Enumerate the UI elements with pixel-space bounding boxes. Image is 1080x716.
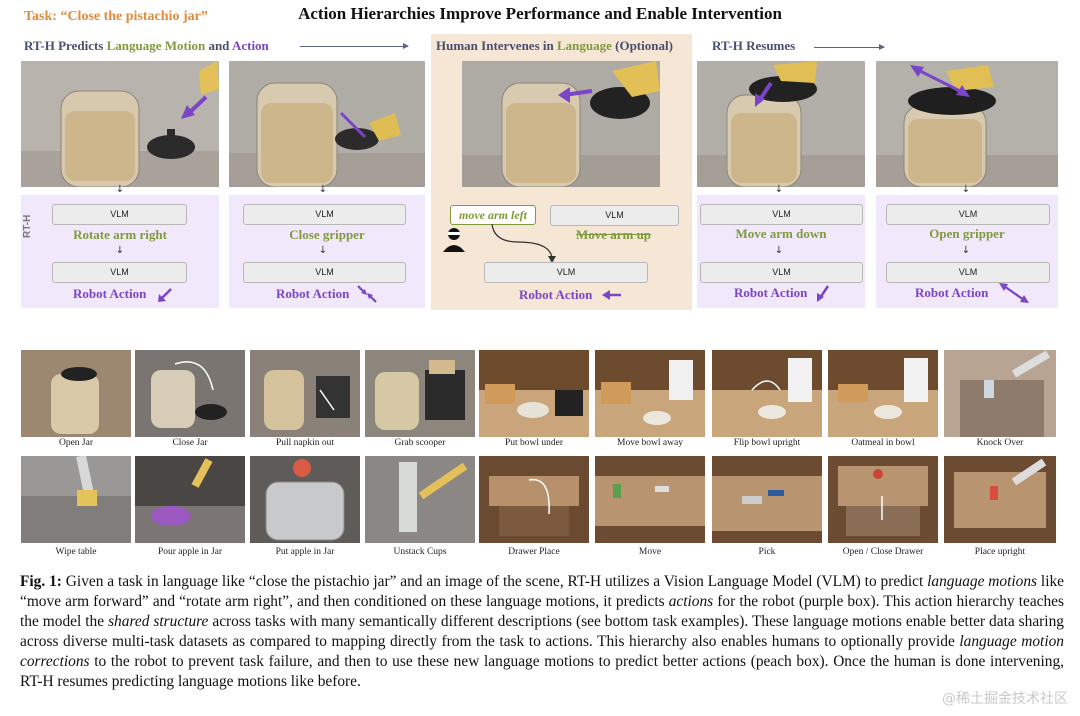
robot-action-label: Robot Action [519,287,593,302]
vlm-box: VLM [484,262,648,283]
task-thumbnail [712,350,822,437]
task-thumbnail [250,456,360,543]
task-label: Pour apple in Jar [157,547,223,557]
task-thumbnail [944,350,1056,437]
arrow-right-icon [300,43,409,49]
section-predict-heading: RT-H Predicts Language Motion and Action [24,38,269,53]
task-thumbnail [595,456,705,543]
scene-photo [229,61,425,187]
down-arrow-icon: ↓ [961,184,971,195]
down-arrow-icon: ↓ [318,245,328,256]
down-arrow-icon: ↓ [961,245,971,256]
vlm-box: VLM [550,205,679,226]
task-label: Knock Over [976,438,1024,448]
scene-photo [697,61,865,187]
scene-photo [21,61,219,187]
task-label: Grab scooper [394,438,446,448]
scene-photo [462,61,660,187]
task-thumbnail [828,350,938,437]
arrow-right-icon [814,44,885,50]
robot-action-label: Robot Action [734,285,808,300]
task-thumbnail [944,456,1056,543]
task-label: Open Jar [58,438,94,448]
vlm-box: VLM [52,262,187,283]
vlm-box: VLM [52,204,187,225]
vlm-box: VLM [243,262,406,283]
task-thumbnail [712,456,822,543]
down-arrow-icon: ↓ [774,184,784,195]
task-thumbnail [135,456,245,543]
arrow-down-left-icon [814,284,832,304]
down-arrow-icon: ↓ [115,184,125,195]
language-motion: Close gripper [289,227,365,242]
section-resume-heading: RT-H Resumes [712,38,796,53]
scene-photo [876,61,1058,187]
task-label: Open / Close Drawer [842,547,924,557]
curved-arrow-icon [488,222,558,264]
task-thumbnail [21,456,131,543]
language-correction-bubble: move arm left [450,205,536,225]
task-thumbnail [479,456,589,543]
watermark: @稀土掘金技术社区 [942,691,1068,707]
arrows-diverge-icon [998,282,1030,304]
task-label: Unstack Cups [393,547,447,557]
task-label: Move [638,547,662,557]
task-label: Task: “Close the pistachio jar” [24,9,208,24]
figure-title: Action Hierarchies Improve Performance a… [298,4,782,23]
down-arrow-icon: ↓ [774,245,784,256]
task-label: Put apple in Jar [275,547,335,557]
task-thumbnail [250,350,360,437]
language-motion: Open gripper [929,226,1005,241]
human-icon [441,226,467,252]
task-label: Flip bowl upright [733,438,801,448]
task-thumbnail [828,456,938,543]
task-thumbnail [365,456,475,543]
down-arrow-icon: ↓ [318,184,328,195]
robot-action-label: Robot Action [915,285,989,300]
section-intervene-heading: Human Intervenes in Language (Optional) [436,38,673,53]
task-label: Wipe table [55,547,97,557]
task-label: Pick [758,547,776,557]
down-arrow-icon: ↓ [115,245,125,256]
vlm-box: VLM [886,204,1050,225]
task-label: Pull napkin out [275,438,335,448]
vlm-box: VLM [700,204,863,225]
task-thumbnail [365,350,475,437]
arrow-down-left-icon [156,286,174,304]
caption-label: Fig. 1: [20,573,62,590]
language-motion-rejected: Move arm up [575,227,652,242]
language-motion: Move arm down [735,226,827,241]
arrows-converge-icon [356,284,378,304]
task-label: Drawer Place [508,547,560,557]
task-label: Put bowl under [504,438,564,448]
robot-action-label: Robot Action [73,286,147,301]
task-label: Place upright [974,547,1026,557]
arrow-left-icon [601,289,623,301]
task-thumbnail [479,350,589,437]
task-label: Close Jar [172,438,208,448]
task-thumbnail [595,350,705,437]
task-thumbnail [21,350,131,437]
language-motion: Rotate arm right [73,227,167,242]
vlm-box: VLM [243,204,406,225]
figure-caption: Fig. 1: Given a task in language like “c… [20,573,1065,690]
vlm-box: VLM [886,262,1050,283]
task-label: Move bowl away [617,438,683,448]
task-thumbnail [135,350,245,437]
vlm-box: VLM [700,262,863,283]
task-label: Oatmeal in bowl [851,438,915,448]
robot-action-label: Robot Action [276,286,350,301]
